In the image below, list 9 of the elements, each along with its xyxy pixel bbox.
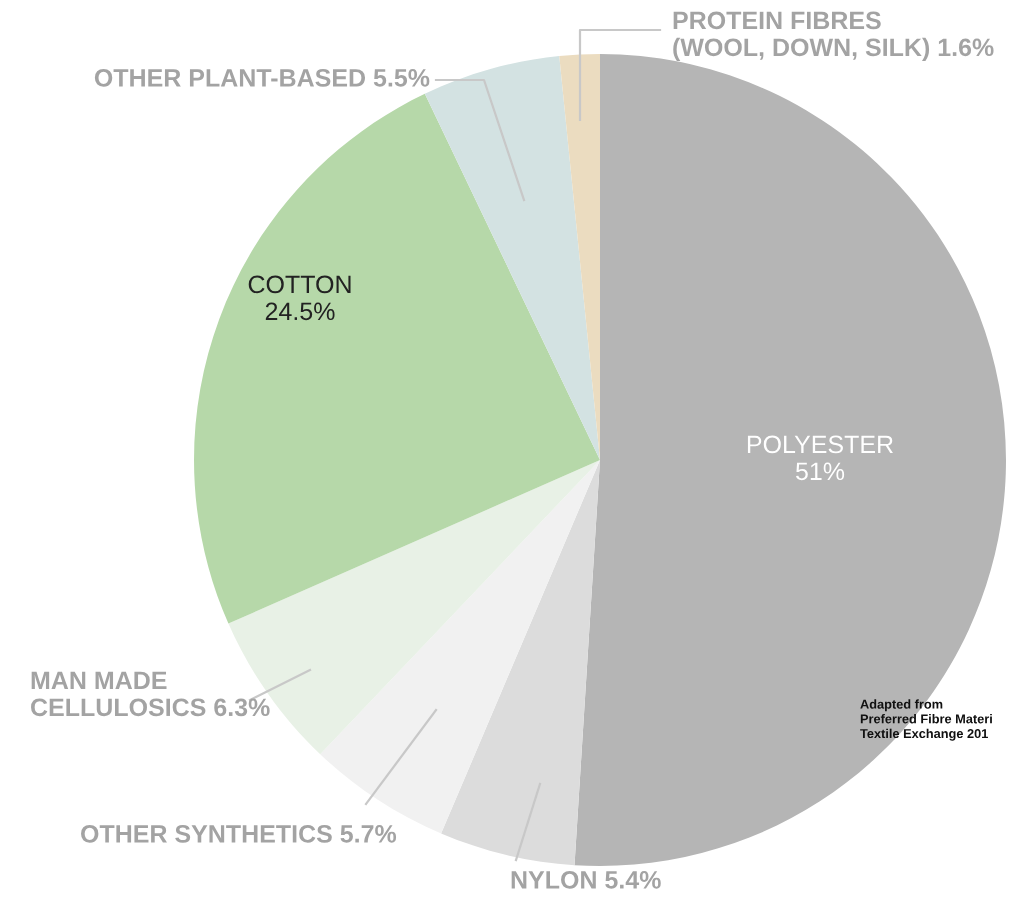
data-label: 24.5% — [265, 302, 335, 321]
slice-label: OTHER SYNTHETICS 5.7% — [81, 825, 397, 843]
slice-label: PROTEIN FIBRES (WOOL, DOWN, SILK) 1.6% — [673, 11, 994, 62]
slice-label: POLYESTER — [747, 435, 893, 454]
slice-label: MAN MADE CELLULOSICS 6.3% — [31, 671, 270, 717]
data-label: 51% — [795, 462, 845, 481]
slice-label: COTTON — [248, 275, 351, 294]
slice-label: OTHER PLANT-BASED 5.5% — [94, 69, 430, 87]
slice-label: NYLON 5.4% — [511, 871, 661, 889]
